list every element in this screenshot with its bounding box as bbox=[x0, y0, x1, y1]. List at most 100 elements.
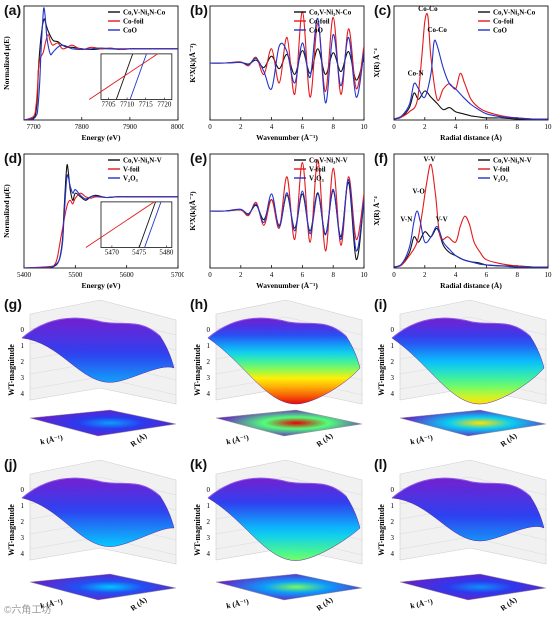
legend-label-a-1: Co-foil bbox=[123, 18, 144, 26]
inset-tick-label-a-3: 7720 bbox=[157, 100, 172, 108]
z-tick-j-0: 0 bbox=[21, 486, 25, 494]
legend-label-f-2: V₂O₃ bbox=[493, 175, 508, 183]
xlabel-c: Radial distance (Å) bbox=[440, 133, 502, 142]
xtick-label-e-4: 8 bbox=[331, 271, 335, 279]
ylabel-e: K³X(k)(Å⁻³) bbox=[188, 191, 197, 231]
panel-label-b: (b) bbox=[190, 2, 208, 18]
z-tick-l-4: 4 bbox=[391, 550, 395, 558]
chart-a: 7700 7800 7900 8000 Energy (eV) Normalized μ(… bbox=[2, 5, 186, 142]
inset-tick-label-d-0: 5470 bbox=[105, 248, 120, 256]
ylabel-l: R (Å) bbox=[499, 595, 519, 613]
surface-ridge-i bbox=[391, 317, 531, 339]
legend-label-a-0: Co,V-Ni₃N-Co bbox=[123, 9, 166, 17]
plot-area-a: 7700 7800 7900 8000 Energy (eV) Normalized μ(… bbox=[2, 5, 186, 142]
xtick-label-e-5: 10 bbox=[361, 271, 369, 279]
wavelet-surface-g: 0 1 2 3 4 WT-magnitude k (Å⁻¹) R (Å) bbox=[7, 299, 177, 449]
ylabel-b: K³X(k)(Å⁻³) bbox=[188, 43, 197, 83]
series-line-e-2 bbox=[210, 179, 364, 252]
z-tick-g-1: 1 bbox=[21, 342, 25, 350]
surface-group-g: 0 1 2 3 4 WT-magnitude k (Å⁻¹) R (Å) bbox=[7, 299, 177, 449]
panel-a: (a) 7700 7800 7900 8000 Energy (eV) Normalize… bbox=[0, 0, 186, 148]
panel-label-f: (f) bbox=[374, 150, 388, 166]
floor-projection-h bbox=[215, 409, 363, 437]
plot-area-b: 0 2 4 6 8 10 Wavenumber (Å⁻¹) K³X(k)(Å⁻³) Co,V-N… bbox=[188, 5, 369, 142]
z-tick-i-1: 1 bbox=[391, 342, 395, 350]
series-line-b-0 bbox=[210, 48, 364, 81]
xlabel-g: k (Å⁻¹) bbox=[39, 433, 64, 447]
z-tick-g-4: 4 bbox=[21, 390, 25, 398]
ylabel-k: R (Å) bbox=[315, 595, 335, 613]
xtick-label-b-4: 8 bbox=[331, 123, 335, 131]
annotation-c-1: Co-Co bbox=[427, 26, 447, 34]
legend-label-e-0: Co,V-Ni₃N-V bbox=[309, 157, 348, 165]
z-tick-i-4: 4 bbox=[391, 390, 395, 398]
xtick-label-c-4: 8 bbox=[515, 123, 519, 131]
zlabel-k: WT-magnitude bbox=[193, 504, 202, 556]
annotation-f-3: V-V bbox=[436, 215, 448, 223]
xtick-label-b-5: 10 bbox=[361, 123, 369, 131]
xtick-label-f-2: 4 bbox=[454, 271, 458, 279]
xtick-label-f-5: 10 bbox=[545, 271, 553, 279]
inset-line-d-0 bbox=[138, 201, 156, 248]
ylabel-f: X(R) Å⁻⁴ bbox=[372, 196, 381, 226]
xtick-label-e-0: 0 bbox=[208, 271, 212, 279]
xtick-label-c-1: 2 bbox=[423, 123, 427, 131]
z-tick-l-0: 0 bbox=[391, 486, 395, 494]
chart-c: 0 2 4 6 8 10 Radial distance (Å) X(R) Å⁻⁴ Co,V-N… bbox=[372, 5, 552, 142]
xtick-label-f-4: 8 bbox=[515, 271, 519, 279]
legend-label-d-1: V-foil bbox=[123, 166, 140, 174]
xlabel-h: k (Å⁻¹) bbox=[225, 433, 250, 447]
xlabel-e: Wavenumber (Å⁻¹) bbox=[256, 281, 318, 290]
z-tick-g-3: 3 bbox=[21, 374, 25, 382]
plot-area-f: 0 2 4 6 8 10 Radial distance (Å) X(R) Å⁻⁴ Co,V-N… bbox=[372, 153, 553, 290]
xtick-label-a-0: 7700 bbox=[27, 123, 42, 131]
series-line-e-0 bbox=[210, 181, 364, 261]
series-line-c-0 bbox=[394, 90, 548, 120]
panel-label-j: (j) bbox=[4, 456, 18, 472]
series-line-c-1 bbox=[394, 12, 548, 120]
series-line-c-2 bbox=[394, 39, 548, 120]
legend-label-d-2: V₂O₃ bbox=[123, 175, 138, 183]
xtick-label-a-3: 8000 bbox=[171, 123, 184, 131]
wavelet-surface-l: 0 1 2 3 4 WT-magnitude k (Å⁻¹) R (Å) bbox=[377, 459, 547, 613]
panel-label-c: (c) bbox=[374, 2, 392, 18]
plot-area-d: 5400 5500 5600 5700 Energy (eV) Normalized μ(… bbox=[2, 153, 186, 290]
panel-l: (l) 0 1 2 3 4 WT-magnitude k (Å⁻¹) R (Å) bbox=[370, 456, 554, 618]
inset-tick-label-d-1: 5475 bbox=[132, 248, 147, 256]
xtick-label-f-0: 0 bbox=[392, 271, 396, 279]
annotation-f-1: V-O bbox=[412, 187, 425, 195]
z-tick-i-3: 3 bbox=[391, 374, 395, 382]
floor-projection-g bbox=[29, 409, 177, 437]
series-line-b-2 bbox=[210, 17, 364, 104]
panel-label-d: (d) bbox=[4, 150, 22, 166]
xtick-label-b-3: 6 bbox=[301, 123, 305, 131]
legend-label-c-1: Co-foil bbox=[493, 18, 514, 26]
annotation-f-2: V-N bbox=[400, 215, 412, 223]
chart-d: 5400 5500 5600 5700 Energy (eV) Normalized μ(… bbox=[2, 153, 186, 290]
inset-d: 5470 5475 5480 bbox=[85, 201, 174, 256]
z-tick-k-3: 3 bbox=[207, 534, 211, 542]
xlabel-d: Energy (eV) bbox=[82, 281, 121, 290]
xtick-label-d-1: 5500 bbox=[68, 271, 83, 279]
panel-d: (d) 5400 5500 5600 5700 Energy (eV) Normalize… bbox=[0, 148, 186, 296]
inset-frame-d bbox=[100, 201, 173, 248]
zlabel-g: WT-magnitude bbox=[7, 344, 16, 396]
z-tick-i-0: 0 bbox=[391, 326, 395, 334]
xtick-label-d-3: 5700 bbox=[171, 271, 184, 279]
legend-label-b-1: Co-foil bbox=[309, 18, 330, 26]
series-line-f-2 bbox=[394, 210, 548, 268]
xtick-label-a-2: 7900 bbox=[123, 123, 138, 131]
inset-tick-label-a-1: 7710 bbox=[120, 100, 135, 108]
inset-tick-label-a-0: 7705 bbox=[101, 100, 116, 108]
legend-label-a-2: CoO bbox=[123, 27, 138, 35]
inset-a: 7705 7710 7715 7720 bbox=[88, 53, 173, 108]
surface-ridge-l bbox=[391, 477, 531, 499]
surface-group-l: 0 1 2 3 4 WT-magnitude k (Å⁻¹) R (Å) bbox=[377, 459, 547, 613]
floor-projection-j bbox=[29, 573, 177, 601]
panel-k: (k) 0 1 2 3 4 WT-magnitude k (Å⁻¹) R (Å) bbox=[186, 456, 370, 618]
xlabel-f: Radial distance (Å) bbox=[440, 281, 502, 290]
annotation-c-2: Co-N bbox=[408, 69, 424, 77]
surface-ridge-h bbox=[207, 317, 347, 339]
z-tick-j-3: 3 bbox=[21, 534, 25, 542]
